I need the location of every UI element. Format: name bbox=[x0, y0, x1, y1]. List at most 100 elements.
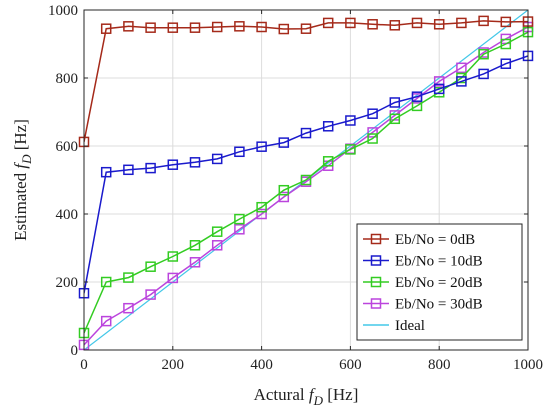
data-point bbox=[367, 127, 378, 138]
x-axis-label-sub: D bbox=[313, 393, 324, 408]
data-point bbox=[145, 162, 156, 174]
data-point bbox=[478, 48, 489, 60]
data-point bbox=[500, 38, 512, 50]
data-point bbox=[211, 226, 223, 237]
y-tick-label: 0 bbox=[71, 343, 79, 359]
legend-item: Eb/No = 10dB bbox=[363, 254, 483, 270]
series-line bbox=[84, 20, 528, 143]
legend-label: Eb/No = 30dB bbox=[395, 297, 483, 313]
data-point bbox=[345, 144, 356, 155]
x-axis-label: Actural fD [Hz] bbox=[254, 385, 359, 408]
data-point bbox=[322, 121, 334, 132]
x-tick-label: 800 bbox=[428, 357, 451, 373]
data-point bbox=[278, 137, 290, 148]
y-tick-label: 800 bbox=[56, 71, 79, 87]
data-point bbox=[278, 23, 290, 35]
data-point bbox=[411, 91, 423, 102]
data-point bbox=[167, 272, 179, 284]
y-axis-label-suffix: [Hz] bbox=[11, 119, 30, 154]
y-axis-label-var: f bbox=[11, 162, 30, 169]
data-point bbox=[234, 146, 245, 158]
data-point bbox=[189, 257, 201, 268]
data-point bbox=[389, 97, 401, 108]
data-point bbox=[389, 20, 401, 31]
data-point bbox=[256, 21, 267, 33]
legend-item: Eb/No = 20dB bbox=[363, 275, 483, 291]
data-point bbox=[367, 108, 378, 119]
legend-marker bbox=[370, 233, 382, 245]
x-tick-label: 200 bbox=[162, 357, 185, 373]
y-axis-label-prefix: Estimated bbox=[11, 169, 30, 241]
legend-marker bbox=[370, 298, 382, 309]
data-point bbox=[322, 156, 334, 167]
x-tick-label: 600 bbox=[339, 357, 362, 373]
data-point bbox=[189, 240, 201, 251]
data-point bbox=[500, 16, 512, 28]
x-axis-label-suffix: [Hz] bbox=[323, 385, 358, 404]
series-layer bbox=[78, 10, 534, 351]
data-point bbox=[145, 22, 156, 33]
data-point bbox=[256, 201, 267, 213]
y-tick-label: 1000 bbox=[48, 3, 78, 19]
data-point bbox=[234, 224, 245, 235]
data-point bbox=[456, 62, 467, 74]
y-tick-label: 400 bbox=[56, 207, 79, 223]
series-line bbox=[84, 31, 528, 334]
data-point bbox=[367, 133, 378, 144]
data-point bbox=[256, 141, 267, 152]
data-point bbox=[411, 17, 423, 29]
data-point bbox=[100, 276, 112, 288]
data-point bbox=[300, 23, 312, 34]
data-point bbox=[478, 68, 489, 80]
data-point bbox=[234, 213, 245, 225]
data-point bbox=[300, 174, 312, 186]
series-line bbox=[84, 26, 528, 346]
legend-item: Ideal bbox=[363, 318, 425, 334]
legend-item: Eb/No = 0dB bbox=[363, 232, 475, 248]
legend-marker bbox=[370, 276, 382, 288]
y-axis-label-sub: D bbox=[19, 154, 34, 165]
data-point bbox=[123, 272, 134, 283]
data-point bbox=[167, 251, 179, 262]
data-point bbox=[345, 115, 356, 126]
data-point bbox=[123, 164, 134, 176]
data-point bbox=[433, 83, 445, 95]
data-point bbox=[145, 289, 156, 300]
legend-marker bbox=[370, 255, 382, 266]
data-point bbox=[322, 17, 334, 29]
data-point bbox=[100, 315, 112, 327]
data-point bbox=[456, 17, 467, 29]
legend-item: Eb/No = 30dB bbox=[363, 297, 483, 313]
tick-labels: 0 200 400 600 800 1000 0 200 400 600 800 1000 bbox=[48, 3, 543, 373]
data-point bbox=[100, 23, 112, 34]
data-point bbox=[433, 76, 445, 87]
x-axis-label-var: f bbox=[309, 385, 316, 404]
data-point bbox=[189, 22, 201, 33]
data-point bbox=[256, 208, 267, 220]
data-point bbox=[500, 58, 512, 69]
legend-label: Eb/No = 0dB bbox=[395, 232, 475, 248]
data-point bbox=[123, 302, 134, 314]
data-point bbox=[278, 184, 290, 196]
legend-label: Eb/No = 20dB bbox=[395, 275, 483, 291]
data-point bbox=[389, 113, 401, 125]
y-tick-label: 200 bbox=[56, 275, 79, 291]
data-point bbox=[167, 159, 179, 170]
plot-frame bbox=[83, 9, 529, 351]
data-point bbox=[167, 22, 179, 33]
legend-label: Eb/No = 10dB bbox=[395, 254, 483, 270]
data-point bbox=[145, 261, 156, 272]
series-1 bbox=[78, 50, 534, 299]
data-point bbox=[456, 76, 467, 87]
series-line bbox=[84, 55, 528, 294]
data-point bbox=[211, 153, 223, 165]
legend-label: Ideal bbox=[395, 318, 425, 334]
legend: Eb/No = 0dB Eb/No = 10dB Eb/No = 20dB Eb/No… bbox=[356, 223, 523, 341]
data-point bbox=[211, 240, 223, 251]
x-tick-label: 1000 bbox=[513, 357, 543, 373]
data-point bbox=[300, 127, 312, 139]
y-axis-label: Estimated fD [Hz] bbox=[11, 119, 34, 241]
data-point bbox=[123, 21, 134, 32]
data-point bbox=[345, 17, 356, 29]
